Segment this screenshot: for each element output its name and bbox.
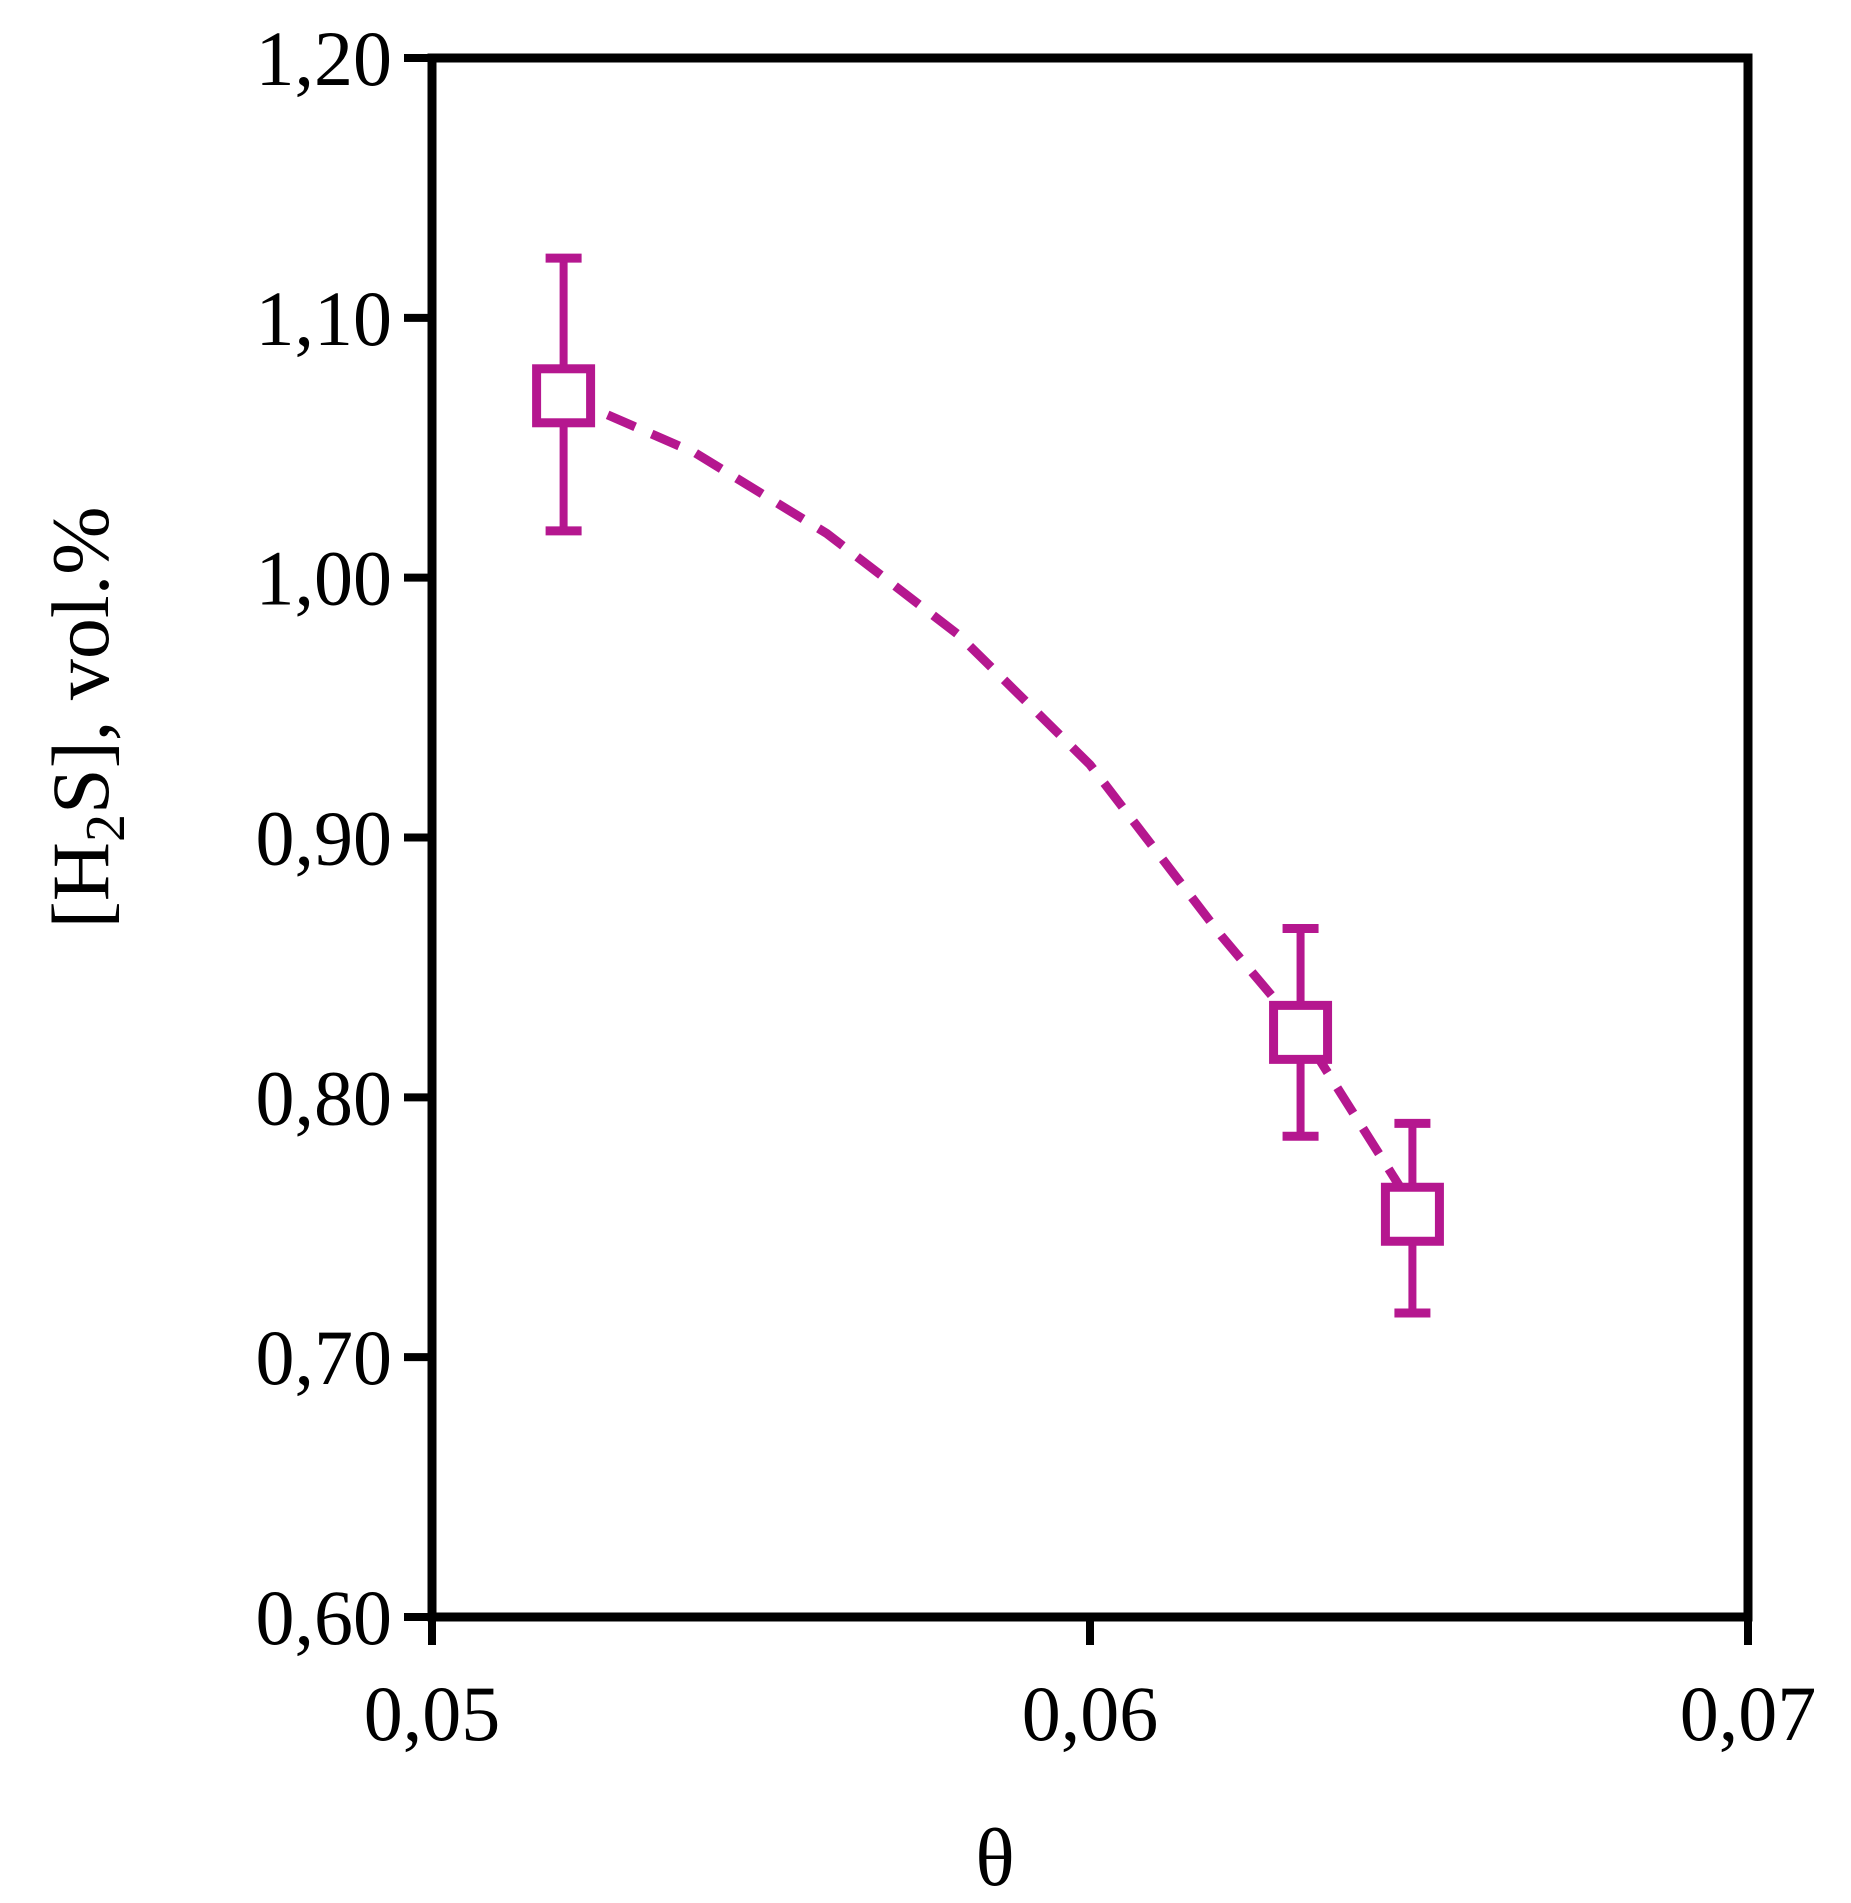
axes <box>427 53 1753 1622</box>
ticks: 0,60 0,70 0,80 0,90 1,00 1,10 1,20 0,05 0,06 0,07 <box>256 15 1817 1757</box>
y-axis-title: [H2S], vol.% <box>35 506 137 928</box>
y-tick-label: 0,80 <box>256 1054 393 1141</box>
x-tick-label: 0,06 <box>1022 1670 1159 1757</box>
trendline <box>561 391 1417 1209</box>
x-axis-title: θ <box>975 1812 1014 1903</box>
square-marker <box>532 364 596 428</box>
data-point <box>532 253 596 536</box>
trendline-path <box>561 391 1417 1209</box>
y-tick-label: 0,70 <box>256 1314 393 1401</box>
y-tick-label: 1,10 <box>256 275 393 362</box>
y-tick-label: 1,00 <box>256 535 393 622</box>
x-tick-label: 0,05 <box>364 1670 501 1757</box>
data-point <box>1380 1118 1444 1318</box>
data-points <box>532 253 1444 1318</box>
plot-frame <box>427 53 1753 1622</box>
x-tick-label: 0,07 <box>1680 1670 1817 1757</box>
square-marker <box>1380 1182 1444 1246</box>
y-tick-label: 0,90 <box>256 795 393 882</box>
data-point <box>1269 923 1333 1141</box>
square-marker <box>1269 1000 1333 1064</box>
axis-titles: θ [H2S], vol.% <box>35 506 1015 1903</box>
y-tick-label: 1,20 <box>256 15 393 102</box>
y-tick-label: 0,60 <box>256 1574 393 1661</box>
